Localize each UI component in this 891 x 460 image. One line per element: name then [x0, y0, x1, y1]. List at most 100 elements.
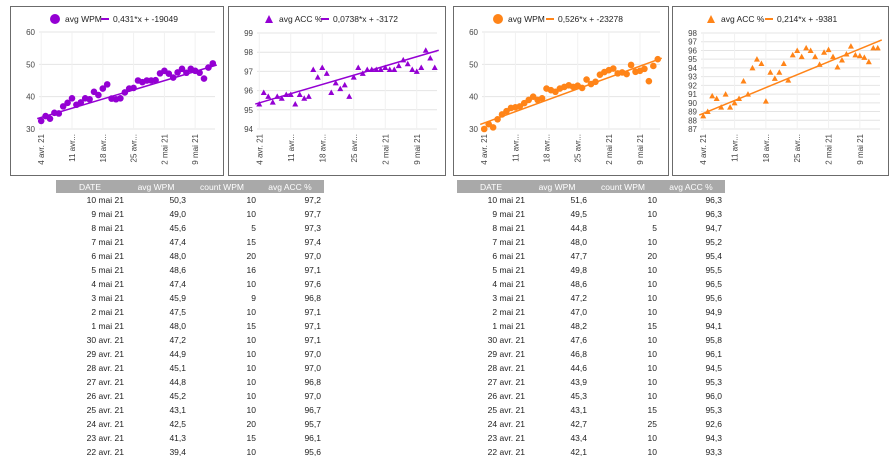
data-point: [821, 49, 828, 55]
table-cell: 8 mai 21: [91, 223, 124, 233]
data-point: [480, 125, 488, 133]
data-point: [771, 75, 778, 81]
data-point: [578, 84, 586, 92]
table-cell: 10: [246, 447, 256, 457]
data-point: [355, 64, 362, 71]
table-cell: 97,2: [304, 195, 321, 205]
table-cell: 95,3: [705, 377, 722, 387]
data-point: [418, 64, 425, 71]
table-cell: 49,8: [570, 265, 587, 275]
table-cell: 2 mai 21: [91, 307, 124, 317]
table-row: 1 mai 21 48,0 15 97,1: [56, 319, 324, 333]
table-cell: 10: [246, 279, 256, 289]
x-tick-label: 18 avr...: [99, 134, 108, 162]
x-tick-label: 25 avr...: [350, 134, 359, 162]
data-point: [843, 50, 850, 57]
data-point: [274, 93, 281, 99]
table-cell: 5 mai 21: [492, 265, 525, 275]
y-tick-label: 96: [688, 46, 697, 55]
table-cell: 94,1: [705, 321, 722, 331]
data-point: [99, 85, 107, 92]
column-header: avg ACC %: [657, 180, 725, 193]
table-cell: 94,7: [705, 223, 722, 233]
data-point: [762, 98, 769, 104]
table-cell: 97,0: [304, 363, 321, 373]
table-cell: 15: [246, 237, 256, 247]
table-cell: 45,2: [169, 391, 186, 401]
table-row: 9 mai 21 49,5 10 96,3: [457, 207, 725, 221]
data-point: [852, 51, 859, 58]
table-cell: 49,0: [169, 209, 186, 219]
data-point: [812, 53, 819, 60]
x-tick-label: 9 mai 21: [856, 133, 865, 164]
data-point: [758, 60, 765, 67]
table-cell: 47,4: [169, 237, 186, 247]
table-cell: 95,6: [304, 447, 321, 457]
table-row: 26 avr. 21 45,3 10 96,0: [457, 389, 725, 403]
data-point: [364, 66, 371, 72]
table-row: 25 avr. 21 43,1 15 95,3: [457, 403, 725, 417]
y-tick-label: 88: [688, 116, 697, 125]
data-point: [256, 101, 263, 107]
data-point: [713, 95, 720, 101]
table-cell: 9 mai 21: [91, 209, 124, 219]
table-cell: 10 mai 21: [487, 195, 525, 205]
data-point: [292, 101, 299, 107]
data-point: [704, 108, 711, 115]
table-row: 28 avr. 21 45,1 10 97,0: [56, 361, 324, 375]
data-point: [776, 69, 783, 75]
table-row: 7 mai 21 48,0 10 95,2: [457, 235, 725, 249]
table-cell: 96,0: [705, 391, 722, 401]
table-cell: 10: [647, 335, 657, 345]
data-point: [377, 66, 384, 72]
y-tick-label: 90: [688, 99, 697, 108]
data-point: [803, 44, 810, 51]
data-point: [785, 77, 792, 83]
data-point: [64, 99, 71, 107]
legend-marker-circle: [50, 14, 60, 24]
data-point: [121, 89, 129, 96]
y-tick-label: 98: [688, 29, 697, 38]
table-cell: 39,4: [169, 447, 186, 457]
table-cell: 15: [647, 321, 657, 331]
table-row: 4 mai 21 47,4 10 97,6: [56, 277, 324, 291]
y-tick-label: 50: [469, 60, 478, 69]
data-point: [789, 51, 796, 58]
table-cell: 22 avr. 21: [487, 447, 525, 457]
table-row: 27 avr. 21 44,8 10 96,8: [56, 375, 324, 389]
wpm-chart-purple-svg: avg WPM 0,431*x + -19049 30 40 50 60 4 avr. 21…: [26, 14, 218, 165]
table-cell: 10: [246, 405, 256, 415]
table-cell: 95,8: [705, 335, 722, 345]
wpm-chart-orange: avg WPM 0,526*x + -23278 30 40 50 60 4 avr. 21…: [453, 6, 669, 176]
data-point: [736, 95, 743, 101]
table-cell: 97,1: [304, 335, 321, 345]
y-tick-label: 95: [244, 106, 253, 115]
table-cell: 51,6: [570, 195, 587, 205]
table-cell: 29 avr. 21: [487, 349, 525, 359]
table-row: 29 avr. 21 44,9 10 97,0: [56, 347, 324, 361]
x-tick-label: 25 avr...: [574, 134, 583, 162]
legend-marker-triangle: [707, 15, 715, 23]
data-point: [341, 81, 348, 88]
data-point: [68, 94, 76, 102]
table-row: 30 avr. 21 47,6 10 95,8: [457, 333, 725, 347]
data-point: [650, 62, 657, 70]
data-point: [489, 124, 497, 131]
acc-chart-purple-svg: avg ACC % 0,0738*x + -3172 94 95 96 97 98 99 4 a…: [244, 14, 439, 165]
table-cell: 95,2: [705, 237, 722, 247]
table-row: 2 mai 21 47,5 10 97,1: [56, 305, 324, 319]
legend-trend-label: 0,526*x + -23278: [558, 14, 623, 24]
table-cell: 27 avr. 21: [86, 377, 124, 387]
table-row: 5 mai 21 49,8 10 95,5: [457, 263, 725, 277]
y-tick-label: 91: [688, 90, 697, 99]
x-tick-label: 9 mai 21: [413, 133, 422, 164]
x-tick-label: 4 avr. 21: [480, 133, 489, 164]
data-point: [722, 91, 729, 97]
table-cell: 10: [647, 195, 657, 205]
table-cell: 97,7: [304, 209, 321, 219]
column-header: DATE: [457, 180, 525, 193]
legend: avg WPM 0,431*x + -19049: [50, 14, 178, 24]
data-point: [152, 76, 159, 84]
data-point: [865, 58, 872, 65]
y-tick-label: 95: [688, 55, 697, 64]
